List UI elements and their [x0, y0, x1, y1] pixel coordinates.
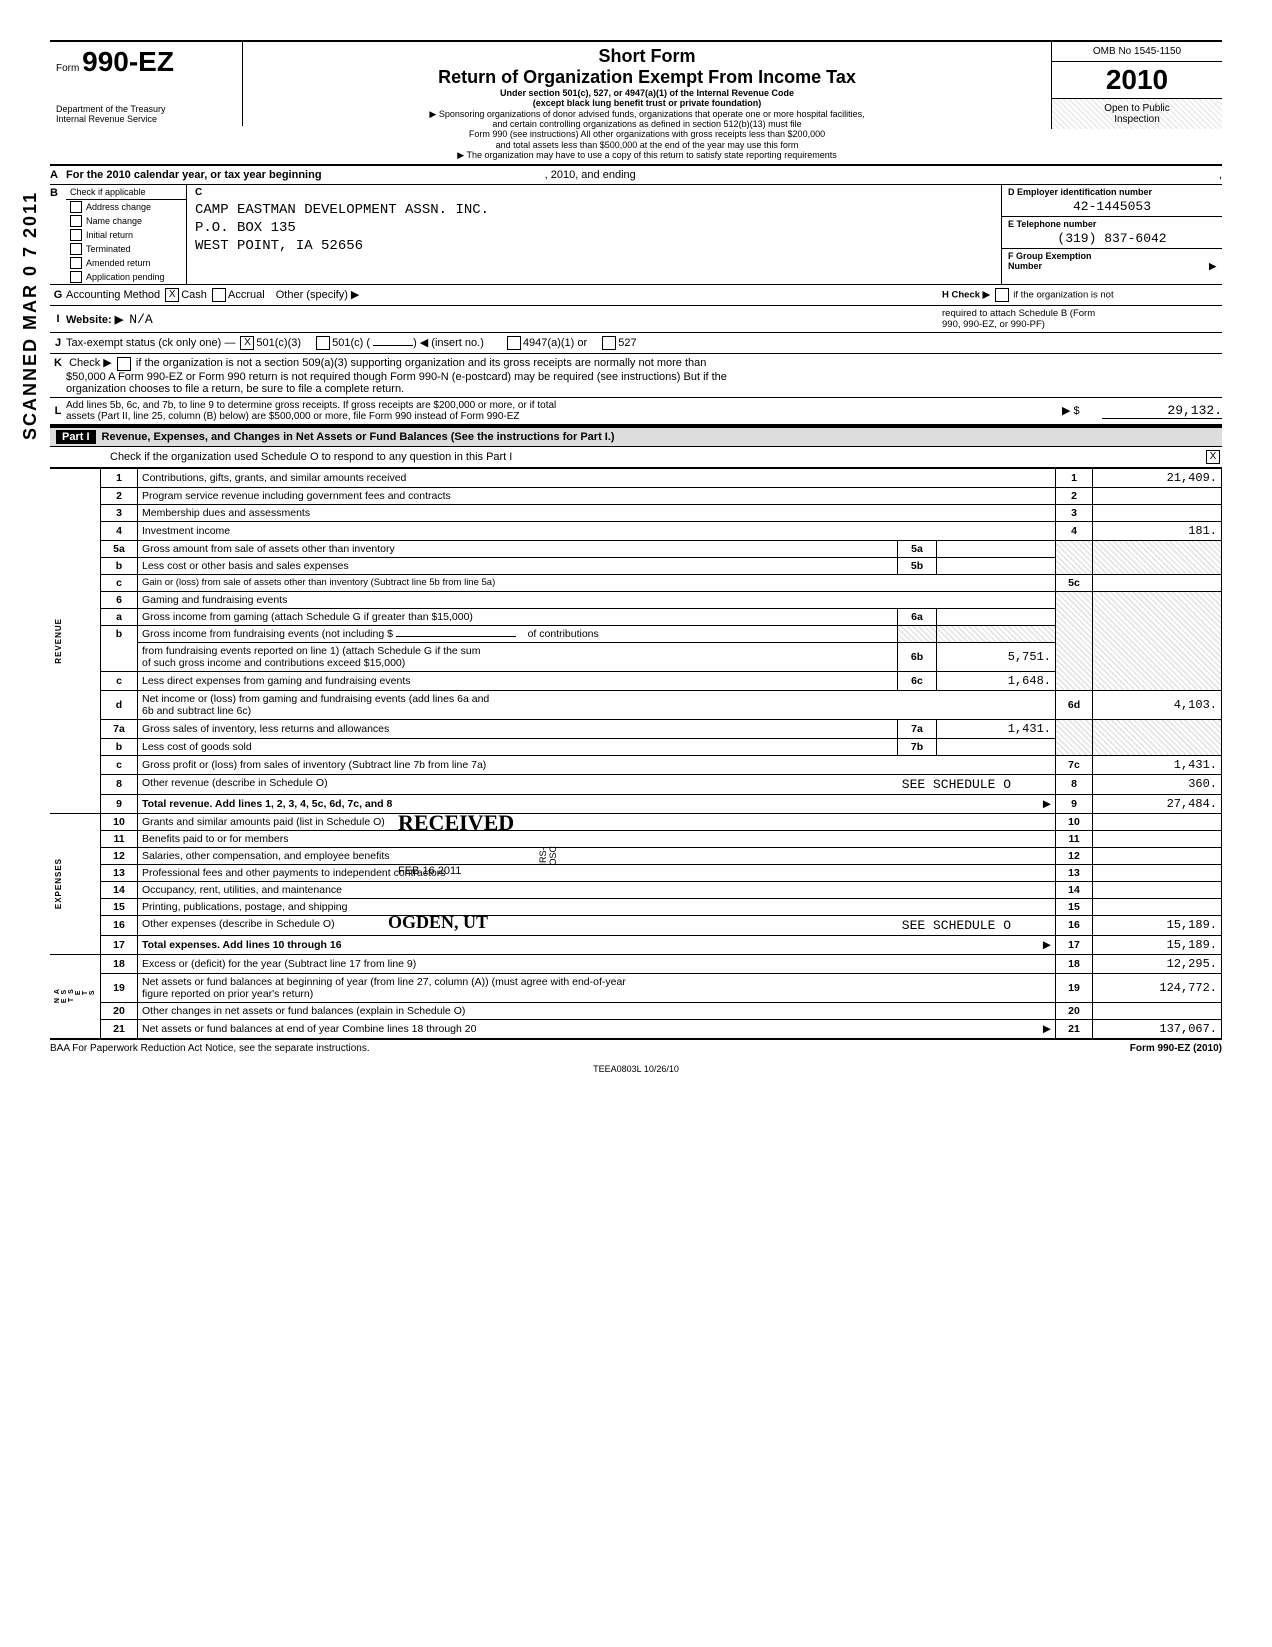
page-footer: BAA For Paperwork Reduction Act Notice, … — [50, 1039, 1222, 1054]
chk-name-change[interactable] — [70, 215, 82, 227]
ogden-stamp: OGDEN, UT — [388, 912, 488, 933]
chk-cash[interactable]: X — [165, 288, 179, 302]
line-a: A For the 2010 calendar year, or tax yea… — [50, 166, 1222, 185]
org-addr2: WEST POINT, IA 52656 — [195, 238, 993, 254]
sched-o-check: Check if the organization used Schedule … — [50, 447, 1222, 468]
subtitle: Under section 501(c), 527, or 4947(a)(1)… — [249, 88, 1045, 160]
h-cont: required to attach Schedule B (Form990, … — [942, 308, 1222, 330]
form-header: Form 990-EZ Department of the Treasury I… — [50, 40, 1222, 166]
title-return: Return of Organization Exempt From Incom… — [249, 67, 1045, 88]
line-g-h: G Accounting Method XCash Accrual Other … — [50, 285, 1222, 306]
line-l: L Add lines 5b, 6c, and 7b, to line 9 to… — [50, 398, 1222, 426]
phone-block: E Telephone number (319) 837-6042 — [1002, 217, 1222, 249]
part1-table: REVENUE 1Contributions, gifts, grants, a… — [50, 468, 1222, 1039]
org-name: CAMP EASTMAN DEVELOPMENT ASSN. INC. — [195, 202, 993, 218]
chk-initial-return[interactable] — [70, 229, 82, 241]
side-expenses: EXPENSES — [54, 858, 63, 909]
chk-527[interactable] — [602, 336, 616, 350]
side-revenue: REVENUE — [54, 618, 63, 664]
ein-block: D Employer identification number 42-1445… — [1002, 185, 1222, 217]
form-number: Form 990-EZ — [56, 46, 236, 78]
tax-year: 2010 — [1052, 62, 1222, 99]
col-b-checkboxes: Check if applicable Address change Name … — [66, 185, 187, 284]
side-netassets: N AE ST S E T S — [54, 988, 96, 1003]
omb-number: OMB No 1545-1150 — [1052, 42, 1222, 62]
chk-k[interactable] — [117, 357, 131, 371]
gross-receipts: 29,132. — [1102, 403, 1222, 419]
irs-osc-stamp: IRS-OSC — [538, 846, 558, 866]
title-short-form: Short Form — [249, 46, 1045, 67]
chk-501c3[interactable]: X — [240, 336, 254, 350]
group-exemption-block: F Group Exemption Number ▶ — [1002, 249, 1222, 273]
chk-sched-o[interactable]: X — [1206, 450, 1220, 464]
chk-application-pending[interactable] — [70, 271, 82, 283]
chk-terminated[interactable] — [70, 243, 82, 255]
teea-code: TEEA0803L 10/26/10 — [50, 1064, 1222, 1074]
chk-amended[interactable] — [70, 257, 82, 269]
chk-501c[interactable] — [316, 336, 330, 350]
col-c-org-info: C CAMP EASTMAN DEVELOPMENT ASSN. INC. P.… — [187, 185, 1002, 284]
chk-accrual[interactable] — [212, 288, 226, 302]
chk-h[interactable] — [995, 288, 1009, 302]
received-stamp: RECEIVED — [398, 810, 514, 836]
chk-address-change[interactable] — [70, 201, 82, 213]
part1-header: Part IRevenue, Expenses, and Changes in … — [50, 426, 1222, 447]
stamp-date: FEB 16 2011 — [398, 865, 461, 877]
block-bcdef: B Check if applicable Address change Nam… — [50, 185, 1222, 285]
org-addr1: P.O. BOX 135 — [195, 220, 993, 236]
line-k: K Check ▶ if the organization is not a s… — [50, 354, 1222, 397]
line-j: J Tax-exempt status (ck only one) — X501… — [50, 333, 1222, 354]
scan-date-stamp: SCANNED MAR 0 7 2011 — [20, 191, 41, 440]
dept-treasury: Department of the Treasury Internal Reve… — [56, 104, 236, 124]
open-to-public: Open to Public Inspection — [1052, 99, 1222, 129]
line-i: I Website: ▶ N/A required to attach Sche… — [50, 306, 1222, 333]
chk-4947[interactable] — [507, 336, 521, 350]
